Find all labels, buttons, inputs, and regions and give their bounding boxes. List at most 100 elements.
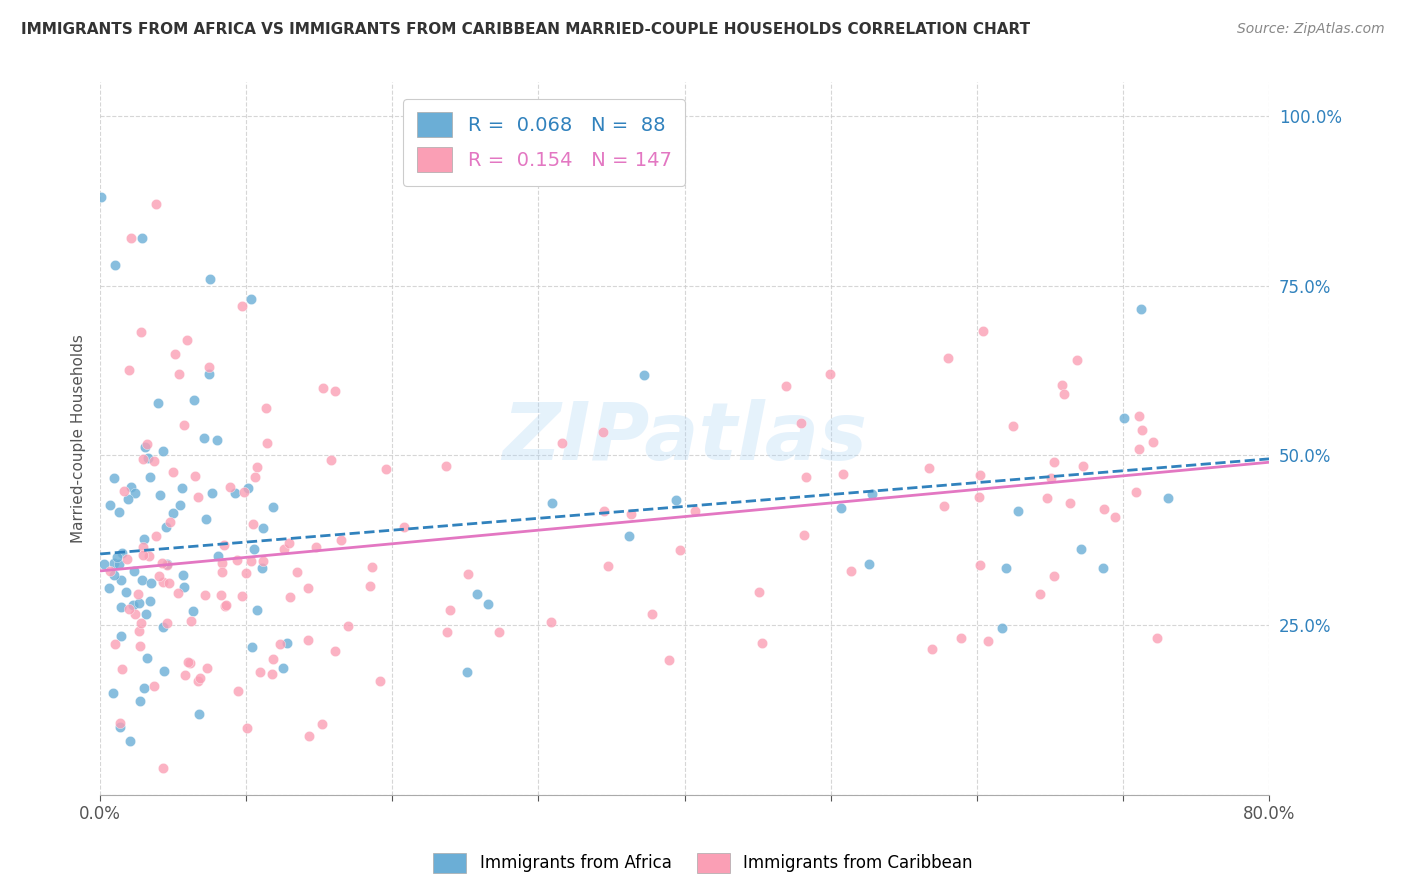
Point	[967, 490, 990, 504]
Point	[748, 585, 770, 599]
Point	[250, 561, 273, 575]
Point	[658, 652, 681, 666]
Point	[1066, 352, 1088, 367]
Point	[98, 581, 121, 595]
Point	[162, 465, 184, 479]
Point	[1053, 387, 1076, 401]
Point	[167, 586, 190, 600]
Point	[1043, 569, 1066, 583]
Point	[139, 576, 162, 591]
Point	[323, 644, 346, 658]
Point	[195, 661, 218, 675]
Point	[368, 674, 391, 689]
Point	[311, 716, 333, 731]
Point	[456, 665, 478, 680]
Point	[319, 453, 342, 467]
Point	[193, 431, 215, 445]
Point	[115, 551, 138, 566]
Point	[936, 351, 959, 366]
Point	[249, 665, 271, 679]
Point	[1070, 541, 1092, 556]
Point	[226, 683, 249, 698]
Point	[337, 619, 360, 633]
Point	[596, 559, 619, 574]
Point	[1059, 496, 1081, 510]
Point	[231, 299, 253, 313]
Point	[167, 367, 190, 381]
Point	[540, 615, 562, 629]
Point	[177, 655, 200, 669]
Point	[236, 721, 259, 735]
Point	[143, 679, 166, 693]
Point	[477, 597, 499, 611]
Point	[188, 706, 211, 721]
Point	[132, 681, 155, 695]
Point	[103, 568, 125, 582]
Point	[156, 616, 179, 631]
Point	[173, 580, 195, 594]
Point	[436, 458, 458, 473]
Point	[775, 379, 797, 393]
Point	[205, 433, 228, 447]
Point	[187, 490, 209, 504]
Point	[240, 640, 263, 654]
Point	[439, 603, 461, 617]
Point	[117, 491, 139, 506]
Point	[207, 549, 229, 563]
Point	[117, 602, 139, 616]
Point	[110, 720, 132, 734]
Point	[110, 600, 132, 615]
Point	[311, 380, 333, 394]
Point	[593, 504, 616, 518]
Point	[111, 662, 134, 676]
Point	[1050, 378, 1073, 392]
Point	[1125, 485, 1147, 500]
Point	[262, 500, 284, 515]
Point	[276, 635, 298, 649]
Point	[1130, 423, 1153, 437]
Point	[110, 629, 132, 643]
Point	[218, 480, 240, 494]
Point	[129, 639, 152, 653]
Point	[392, 519, 415, 533]
Point	[243, 470, 266, 484]
Point	[969, 558, 991, 572]
Point	[183, 393, 205, 408]
Point	[790, 416, 813, 430]
Point	[619, 507, 641, 521]
Point	[665, 493, 688, 508]
Point	[110, 573, 132, 587]
Point	[128, 624, 150, 639]
Point	[90, 190, 112, 204]
Point	[131, 573, 153, 587]
Point	[129, 616, 152, 631]
Point	[187, 674, 209, 689]
Point	[122, 564, 145, 578]
Point	[129, 694, 152, 708]
Point	[104, 637, 127, 651]
Point	[818, 367, 841, 381]
Point	[256, 436, 278, 450]
Point	[214, 599, 236, 613]
Point	[232, 484, 254, 499]
Point	[104, 258, 127, 272]
Point	[1040, 470, 1063, 484]
Point	[1157, 491, 1180, 505]
Point	[633, 368, 655, 383]
Point	[278, 590, 301, 604]
Point	[98, 499, 121, 513]
Point	[1043, 455, 1066, 469]
Point	[103, 471, 125, 485]
Point	[305, 540, 328, 554]
Point	[297, 632, 319, 647]
Point	[1001, 419, 1024, 434]
Point	[541, 496, 564, 510]
Point	[172, 568, 194, 582]
Point	[120, 231, 142, 245]
Point	[793, 528, 815, 542]
Point	[360, 559, 382, 574]
Point	[1071, 459, 1094, 474]
Point	[162, 506, 184, 520]
Point	[100, 564, 122, 578]
Point	[194, 511, 217, 525]
